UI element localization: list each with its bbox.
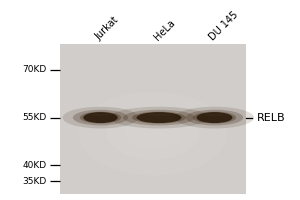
Ellipse shape <box>125 118 181 149</box>
Text: Jurkat: Jurkat <box>93 15 121 42</box>
Ellipse shape <box>186 110 243 125</box>
Text: 55KD: 55KD <box>22 113 46 122</box>
Ellipse shape <box>196 112 232 123</box>
Text: HeLa: HeLa <box>152 18 177 42</box>
Ellipse shape <box>132 112 186 124</box>
Ellipse shape <box>62 107 139 128</box>
Ellipse shape <box>73 110 128 125</box>
Ellipse shape <box>146 114 172 116</box>
Ellipse shape <box>106 107 200 160</box>
Ellipse shape <box>90 114 111 116</box>
Bar <box>60 44 246 194</box>
Text: 40KD: 40KD <box>22 161 46 170</box>
Ellipse shape <box>175 107 254 128</box>
Ellipse shape <box>110 107 208 128</box>
Ellipse shape <box>136 112 182 123</box>
Ellipse shape <box>80 112 121 124</box>
Ellipse shape <box>193 112 236 124</box>
Text: 70KD: 70KD <box>22 65 46 74</box>
Ellipse shape <box>83 112 118 123</box>
Text: DU 145: DU 145 <box>207 10 240 42</box>
Ellipse shape <box>204 114 225 116</box>
Text: RELB: RELB <box>256 113 285 123</box>
Text: 35KD: 35KD <box>22 177 46 186</box>
Ellipse shape <box>79 92 227 175</box>
Ellipse shape <box>123 110 195 125</box>
